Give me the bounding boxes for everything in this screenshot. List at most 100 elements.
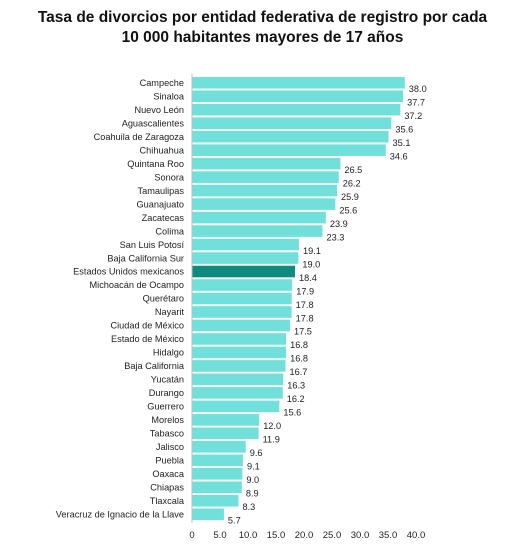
category-label-4: Coahuila de Zaragoza bbox=[94, 132, 185, 142]
bar-32 bbox=[192, 508, 224, 521]
chart-title: Tasa de divorcios por entidad federativa… bbox=[0, 8, 525, 48]
bar-8 bbox=[192, 184, 338, 197]
value-label-21: 16.7 bbox=[290, 367, 308, 377]
bar-24 bbox=[192, 400, 280, 413]
category-label-1: Sinaloa bbox=[153, 91, 185, 101]
bar-4 bbox=[192, 130, 389, 143]
category-label-14: Estados Unidos mexicanos bbox=[73, 267, 184, 277]
value-label-22: 16.3 bbox=[287, 381, 305, 391]
category-label-23: Durango bbox=[149, 388, 184, 398]
value-label-28: 9.1 bbox=[247, 462, 260, 472]
bar-21 bbox=[192, 360, 286, 372]
bar-2 bbox=[192, 103, 401, 116]
bar-12 bbox=[192, 238, 299, 251]
bar-19 bbox=[192, 333, 287, 345]
x-tick-label-8: 40.0 bbox=[407, 530, 426, 541]
value-label-0: 38.0 bbox=[409, 84, 427, 94]
category-label-0: Campeche bbox=[140, 78, 184, 88]
value-label-11: 23.3 bbox=[326, 232, 344, 242]
value-label-16: 17.8 bbox=[296, 300, 314, 310]
bar-25 bbox=[192, 414, 260, 426]
category-label-11: Colima bbox=[155, 226, 184, 236]
value-label-32: 5.7 bbox=[228, 516, 241, 526]
value-label-3: 35.6 bbox=[395, 124, 413, 134]
value-label-29: 9.0 bbox=[246, 475, 259, 485]
value-label-17: 17.8 bbox=[296, 313, 314, 323]
value-label-31: 8.3 bbox=[242, 502, 255, 512]
value-label-24: 15.6 bbox=[283, 408, 301, 418]
bar-15 bbox=[192, 279, 293, 291]
bar-29 bbox=[192, 468, 243, 480]
bar-22 bbox=[192, 373, 284, 386]
chart-title-line-2: 10 000 habitantes mayores de 17 años bbox=[121, 29, 404, 46]
category-label-28: Puebla bbox=[155, 456, 184, 466]
category-label-7: Sonora bbox=[154, 172, 185, 182]
category-label-16: Querétaro bbox=[143, 294, 184, 304]
x-tick-label-3: 15.0 bbox=[267, 530, 286, 541]
category-label-26: Tabasco bbox=[150, 429, 184, 439]
bar-13 bbox=[192, 252, 299, 264]
bar-0 bbox=[192, 76, 405, 89]
bar-6 bbox=[192, 157, 341, 170]
value-label-23: 16.2 bbox=[287, 394, 305, 404]
category-labels-group: Campeche Sinaloa Nuevo León Aguascalientes C… bbox=[56, 78, 185, 520]
bar-5 bbox=[192, 144, 386, 156]
bar-23 bbox=[192, 387, 283, 399]
x-axis-group: 0 5.0 10.0 15.0 20.0 25.0 30.0 35.0 40.0 bbox=[189, 74, 425, 541]
value-label-14: 18.4 bbox=[299, 273, 317, 283]
category-label-32: Veracruz de Ignacio de la Llave bbox=[56, 509, 184, 519]
value-label-30: 8.9 bbox=[246, 489, 259, 499]
category-label-9: Guanajuato bbox=[136, 199, 184, 209]
category-label-10: Zacatecas bbox=[142, 213, 185, 223]
category-label-24: Guerrero bbox=[147, 402, 184, 412]
category-label-21: Baja California bbox=[124, 361, 185, 371]
x-tick-label-2: 10.0 bbox=[239, 530, 258, 541]
value-label-8: 25.9 bbox=[341, 192, 359, 202]
category-label-6: Quintana Roo bbox=[127, 159, 184, 169]
category-label-25: Morelos bbox=[151, 415, 184, 425]
category-label-15: Michoacán de Ocampo bbox=[90, 280, 184, 290]
value-label-20: 16.8 bbox=[290, 354, 308, 364]
category-label-5: Chihuahua bbox=[140, 145, 185, 155]
category-label-31: Tlaxcala bbox=[150, 496, 185, 506]
chart-title-line-1: Tasa de divorcios por entidad federativa… bbox=[37, 9, 488, 26]
value-label-1: 37.7 bbox=[407, 98, 425, 108]
value-label-6: 26.5 bbox=[344, 165, 362, 175]
bar-27 bbox=[192, 441, 246, 453]
value-label-2: 37.2 bbox=[404, 111, 422, 121]
category-label-3: Aguascalientes bbox=[122, 118, 185, 128]
category-label-17: Nayarit bbox=[155, 307, 185, 317]
category-label-22: Yucatán bbox=[151, 375, 184, 385]
bar-1 bbox=[192, 90, 404, 103]
bar-14 bbox=[192, 265, 296, 278]
value-label-9: 25.6 bbox=[339, 205, 357, 215]
bar-10 bbox=[192, 211, 326, 224]
category-label-29: Oaxaca bbox=[152, 469, 185, 479]
value-label-15: 17.9 bbox=[296, 286, 314, 296]
value-labels-group: 38.0 37.7 37.2 35.6 35.1 34.6 26.5 26.2 25.9 25.6… bbox=[228, 84, 427, 526]
bar-16 bbox=[192, 292, 292, 305]
value-label-10: 23.9 bbox=[330, 219, 348, 229]
category-label-12: San Luis Potosí bbox=[120, 240, 185, 250]
value-label-13: 19.0 bbox=[302, 259, 320, 269]
category-label-13: Baja California Sur bbox=[107, 253, 184, 263]
value-label-7: 26.2 bbox=[343, 178, 361, 188]
x-tick-label-7: 35.0 bbox=[379, 530, 398, 541]
bar-31 bbox=[192, 494, 239, 507]
value-label-18: 17.5 bbox=[294, 327, 312, 337]
bar-17 bbox=[192, 306, 292, 318]
value-label-25: 12.0 bbox=[263, 421, 281, 431]
category-label-18: Ciudad de México bbox=[110, 321, 184, 331]
x-tick-label-0: 0 bbox=[189, 530, 194, 541]
bar-30 bbox=[192, 481, 242, 494]
value-label-27: 9.6 bbox=[250, 448, 263, 458]
category-label-20: Hidalgo bbox=[153, 348, 184, 358]
bars-group bbox=[192, 76, 405, 521]
category-label-19: Estado de México bbox=[111, 334, 184, 344]
bar-9 bbox=[192, 198, 336, 210]
value-label-5: 34.6 bbox=[390, 151, 408, 161]
bar-18 bbox=[192, 319, 290, 332]
bar-11 bbox=[192, 225, 323, 237]
bar-28 bbox=[192, 454, 243, 467]
